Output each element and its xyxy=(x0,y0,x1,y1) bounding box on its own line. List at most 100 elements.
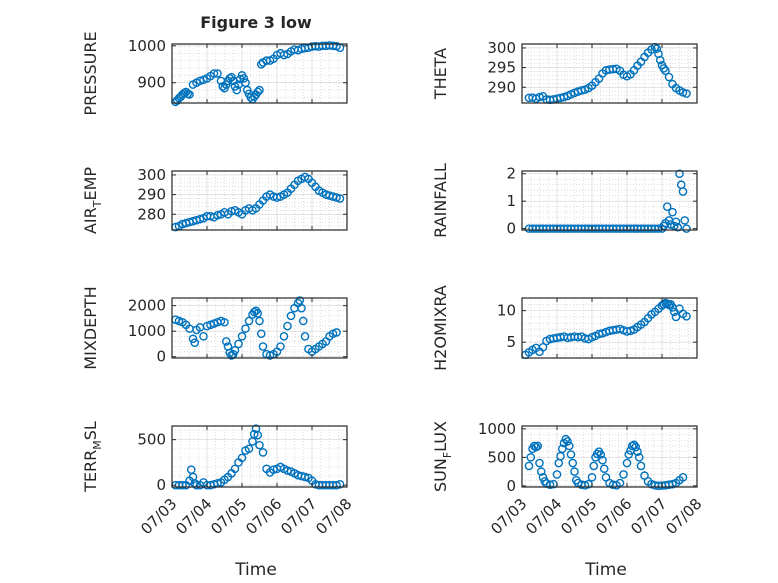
data-point xyxy=(568,458,578,468)
data-point xyxy=(241,324,250,333)
data-point xyxy=(622,458,632,468)
data-point xyxy=(536,467,546,476)
data-point xyxy=(531,442,541,452)
y-axis-label: THETA xyxy=(431,48,450,100)
y-axis-label-subscript: F xyxy=(441,452,454,458)
y-axis-label-main: RAINFALL xyxy=(431,163,450,238)
y-axis-label-suffix: EMP xyxy=(81,167,100,201)
data-point xyxy=(545,480,555,490)
data-point xyxy=(195,214,205,224)
data-point xyxy=(332,193,341,202)
y-tick-label: 280 xyxy=(137,205,166,223)
y-tick-label: 1000 xyxy=(478,420,516,438)
data-point xyxy=(636,461,646,471)
data-point xyxy=(634,453,644,462)
x-axis-label-right: Time xyxy=(584,560,627,580)
data-point xyxy=(680,216,690,225)
data-point xyxy=(629,440,639,450)
data-point xyxy=(619,470,628,479)
axes-box xyxy=(521,297,698,359)
data-point xyxy=(295,296,305,305)
y-axis-label: RAINFALL xyxy=(431,163,450,238)
data-point xyxy=(244,316,254,326)
y-axis-label: H2OMIXRA xyxy=(431,285,450,371)
y-axis-label-suffix: SL xyxy=(81,421,100,440)
axes-box xyxy=(171,297,348,359)
data-point xyxy=(599,464,609,474)
data-point xyxy=(237,453,247,463)
data-point xyxy=(255,85,264,95)
data-point xyxy=(592,449,602,459)
data-point xyxy=(283,321,292,331)
y-axis-label-main: SUN xyxy=(431,458,450,492)
data-point xyxy=(335,194,345,203)
subplot-h2omixra: 5 10 H2OMIXRA xyxy=(431,285,698,371)
data-point xyxy=(221,337,231,346)
axes-box xyxy=(171,170,348,231)
data-point xyxy=(256,329,266,339)
data-point xyxy=(178,480,187,490)
data-point xyxy=(668,207,677,217)
data-point xyxy=(335,479,345,489)
data-point xyxy=(526,453,536,462)
data-point xyxy=(678,187,688,196)
data-point xyxy=(237,331,247,341)
data-point xyxy=(255,316,264,326)
y-tick-label: 290 xyxy=(137,186,166,204)
data-point xyxy=(209,69,219,78)
data-point xyxy=(631,442,641,452)
data-point xyxy=(269,465,278,475)
data-point xyxy=(300,331,310,341)
subplot-mixdepth: 0 1000 2000 MIXDEPTH xyxy=(81,286,348,370)
data-point xyxy=(332,328,341,337)
y-tick-label: 295 xyxy=(487,59,516,77)
data-point xyxy=(332,480,341,490)
data-point xyxy=(253,87,263,97)
data-point xyxy=(652,44,662,54)
data-point xyxy=(220,317,229,327)
data-point xyxy=(564,441,574,451)
data-point xyxy=(535,458,544,468)
data-point xyxy=(538,473,548,482)
data-point xyxy=(538,342,548,352)
y-tick-label: 10 xyxy=(497,302,516,320)
data-point xyxy=(283,466,292,475)
data-point xyxy=(258,342,268,351)
data-point xyxy=(298,316,308,326)
data-point xyxy=(664,72,674,82)
data-point xyxy=(671,217,681,227)
y-tick-label: 0 xyxy=(506,220,516,238)
y-tick-label: 500 xyxy=(137,431,166,449)
data-point xyxy=(276,342,285,351)
data-point xyxy=(533,441,543,451)
data-point xyxy=(671,312,681,322)
y-tick-label: 300 xyxy=(487,39,516,57)
data-point xyxy=(673,222,683,232)
data-point xyxy=(213,69,222,78)
data-point xyxy=(682,224,691,233)
y-axis-label-subscript: T xyxy=(91,200,104,208)
data-point xyxy=(662,202,672,211)
axes-box xyxy=(171,425,348,488)
y-tick-label: 500 xyxy=(487,448,516,466)
data-point xyxy=(633,447,642,456)
x-axis-label-left: Time xyxy=(234,560,277,580)
data-point xyxy=(244,444,254,454)
data-point xyxy=(230,346,240,355)
y-tick-label: 2 xyxy=(506,165,516,183)
data-point xyxy=(682,89,691,98)
y-tick-label: 2000 xyxy=(128,297,166,315)
y-tick-label: 0 xyxy=(156,476,166,494)
data-point xyxy=(272,193,282,202)
data-point xyxy=(249,429,259,439)
data-point xyxy=(213,210,222,220)
y-tick-label: 1000 xyxy=(128,37,166,55)
data-point xyxy=(557,444,567,454)
y-axis-label-main: TERR xyxy=(81,450,100,493)
data-point xyxy=(179,88,189,98)
y-tick-label: 300 xyxy=(137,166,166,184)
data-point xyxy=(192,480,201,490)
